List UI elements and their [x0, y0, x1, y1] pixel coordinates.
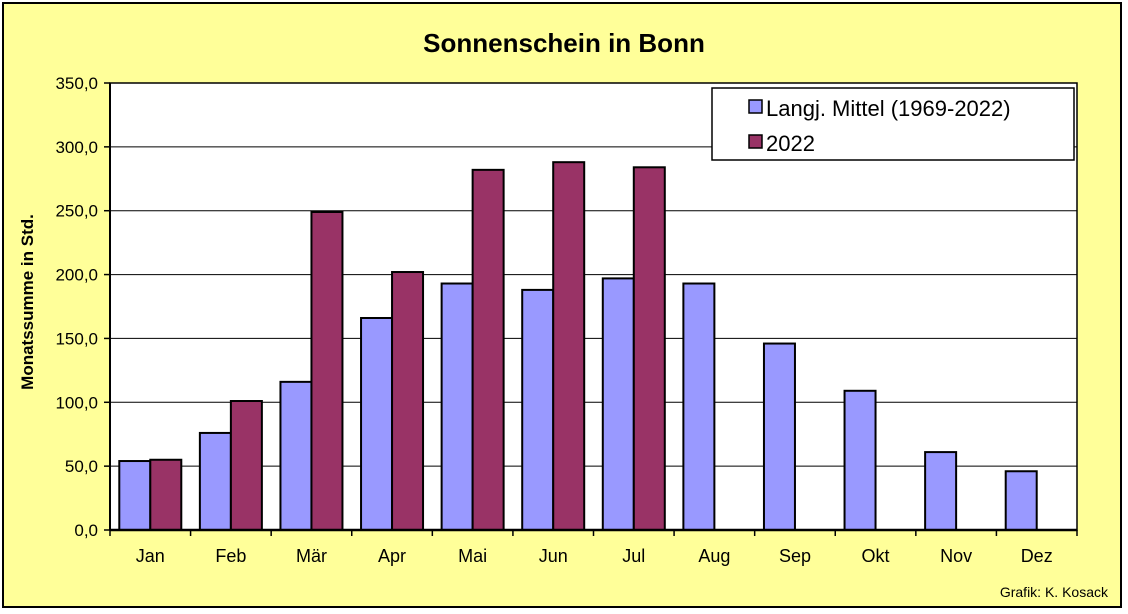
x-tick-label: Okt: [862, 546, 890, 566]
bars: [118, 161, 1038, 532]
gridlines: [104, 82, 1077, 531]
bar-mittel: [360, 316, 394, 531]
y-tick-labels: 0,0 50,0 100,0 150,0 200,0 250,0 300,0 350,0: [55, 74, 98, 540]
y-tick-label: 200,0: [55, 266, 98, 285]
bar-2022: [552, 161, 586, 531]
legend: Langj. Mittel (1969-2022) 2022: [711, 87, 1075, 161]
legend-box: [711, 87, 1075, 161]
y-tick-label: 350,0: [55, 74, 98, 93]
bar-2022: [471, 168, 505, 532]
y-tick-label: 300,0: [55, 138, 98, 157]
bar-mittel: [924, 451, 958, 532]
y-tick-label: 250,0: [55, 202, 98, 221]
bar-mittel: [118, 460, 152, 531]
chart-title: Sonnenschein in Bonn: [423, 28, 705, 58]
bar-mittel: [601, 277, 635, 531]
bar-2022: [229, 400, 263, 531]
x-tick-label: Mai: [458, 546, 487, 566]
x-tick-label: Jul: [622, 546, 645, 566]
y-tick-label: 50,0: [65, 457, 98, 476]
y-axis-label: Monatssumme in Std.: [18, 214, 37, 390]
bar-mittel: [1004, 470, 1038, 532]
y-tick-label: 150,0: [55, 329, 98, 348]
x-tick-label: Dez: [1021, 546, 1053, 566]
bar-mittel: [440, 282, 474, 531]
x-tick-label: Jun: [539, 546, 568, 566]
bar-mittel: [762, 342, 796, 531]
bar-mittel: [279, 380, 313, 532]
credit-text: Grafik: K. Kosack: [999, 584, 1108, 600]
legend-swatch: [748, 134, 763, 149]
x-tick-label: Apr: [378, 546, 406, 566]
legend-label: Langj. Mittel (1969-2022): [766, 96, 1011, 121]
bar-2022: [310, 210, 344, 531]
x-tick-label: Aug: [698, 546, 730, 566]
bar-mittel: [521, 288, 555, 532]
bar-mittel: [198, 431, 232, 531]
legend-swatch: [748, 99, 763, 114]
x-tick-label: Feb: [215, 546, 246, 566]
bar-mittel: [682, 282, 716, 531]
bar-2022: [149, 458, 183, 531]
y-tick-label: 0,0: [74, 521, 98, 540]
x-tick-label: Nov: [940, 546, 972, 566]
x-tick-labels: Jan Feb Mär Apr Mai Jun Jul Aug Sep Okt Nov Dez: [109, 530, 1078, 566]
y-tick-label: 100,0: [55, 393, 98, 412]
x-tick-label: Mär: [296, 546, 327, 566]
bar-2022: [391, 271, 425, 531]
legend-label: 2022: [766, 131, 815, 156]
x-tick-label: Sep: [779, 546, 811, 566]
bar-mittel: [843, 389, 877, 532]
bar-2022: [632, 166, 666, 531]
x-tick-label: Jan: [136, 546, 165, 566]
